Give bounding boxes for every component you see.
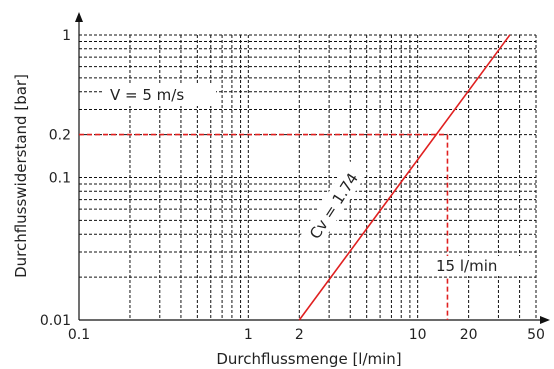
tick-labels: 0.1 1 2 10 20 500.010.10.21 <box>40 28 545 343</box>
cv-annotation-background <box>298 160 368 251</box>
velocity-annotation: V = 5 m/s <box>104 84 216 106</box>
grid <box>78 34 537 321</box>
series-line-cv <box>298 34 511 321</box>
x-tick-label: 10 <box>409 327 427 343</box>
y-tick-label: 1 <box>62 28 71 44</box>
flow-annotation-text: 15 l/min <box>436 257 497 275</box>
axes <box>75 12 550 324</box>
x-axis-title: Durchflussmenge [l/min] <box>216 350 401 368</box>
reference-lines <box>79 133 449 320</box>
y-axis-title: Durchflusswiderstand [bar] <box>12 74 30 278</box>
flow-annotation-background <box>432 256 522 276</box>
velocity-annotation-background <box>104 84 216 106</box>
x-tick-label: 2 <box>295 327 304 343</box>
cv-annotation: Cv = 1.74 <box>298 160 368 251</box>
y-tick-label: 0.01 <box>40 313 71 329</box>
y-axis-arrow <box>75 12 83 22</box>
x-tick-label: 50 <box>527 327 545 343</box>
x-tick-label: 0.1 <box>68 327 90 343</box>
series-layer <box>298 34 511 321</box>
y-tick-label: 0.2 <box>49 128 71 144</box>
cv-annotation-text: Cv = 1.74 <box>306 170 362 243</box>
x-axis-arrow <box>540 316 550 324</box>
y-tick-label: 0.1 <box>49 171 71 187</box>
flow-annotation: 15 l/min <box>432 256 522 276</box>
x-tick-label: 1 <box>244 327 253 343</box>
velocity-annotation-text: V = 5 m/s <box>110 86 184 104</box>
x-tick-label: 20 <box>460 327 478 343</box>
